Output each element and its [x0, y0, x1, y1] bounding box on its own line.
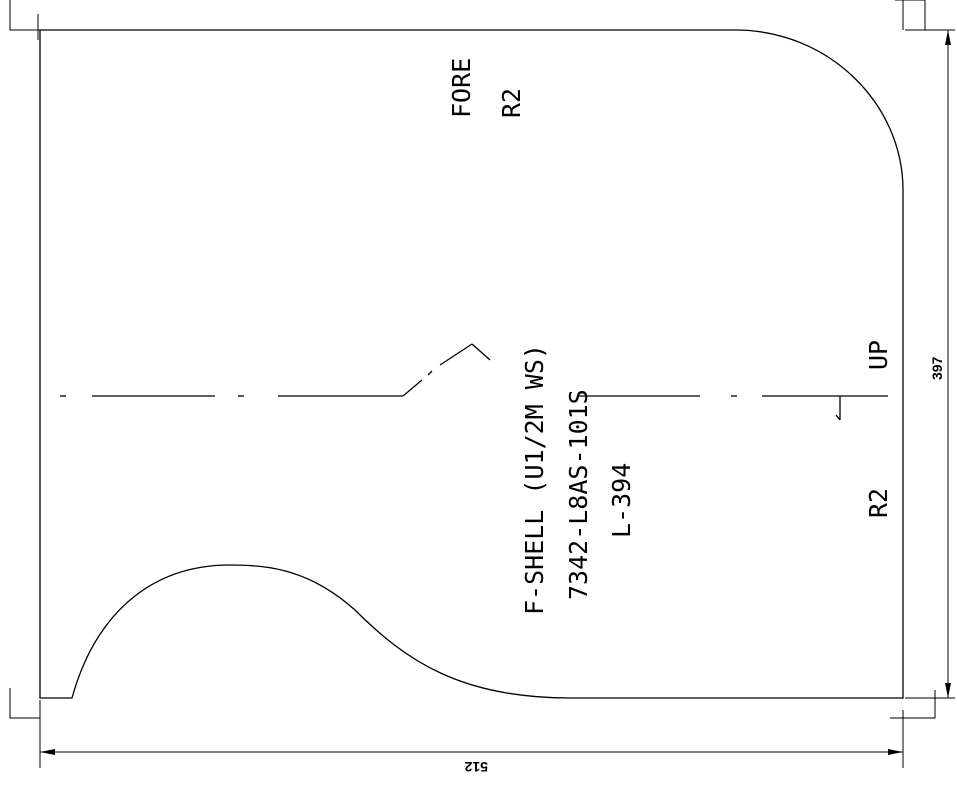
dim-arrow-left-icon — [40, 749, 55, 755]
dimension-height-value: 397 — [929, 356, 945, 380]
corner-mark-top-left — [9, 0, 40, 31]
dim-arrow-bottom-icon — [945, 683, 951, 698]
dim-arrow-right-icon — [888, 749, 903, 755]
dimension-width-value: 512 — [464, 759, 488, 775]
part-number-label: 7342-L8AS-101S — [564, 389, 593, 600]
corner-mark-top-right — [895, 0, 926, 30]
dimension-height — [905, 29, 955, 699]
part-outline — [39, 29, 904, 699]
dim-arrow-top-icon — [945, 30, 951, 45]
center-line — [60, 343, 888, 397]
corner-mark-bottom-left — [9, 688, 40, 719]
fore-label: FORE — [447, 58, 476, 118]
corner-mark-bottom-right — [890, 690, 936, 719]
radius-right-label: R2 — [864, 488, 893, 518]
dimension-width — [39, 700, 904, 768]
radius-top-label: R2 — [497, 88, 526, 118]
up-arrow-head-icon — [835, 414, 841, 421]
part-name-label: F-SHELL (U1/2M WS) — [520, 344, 549, 615]
up-label: UP — [864, 340, 893, 370]
length-code-label: L-394 — [607, 463, 636, 538]
